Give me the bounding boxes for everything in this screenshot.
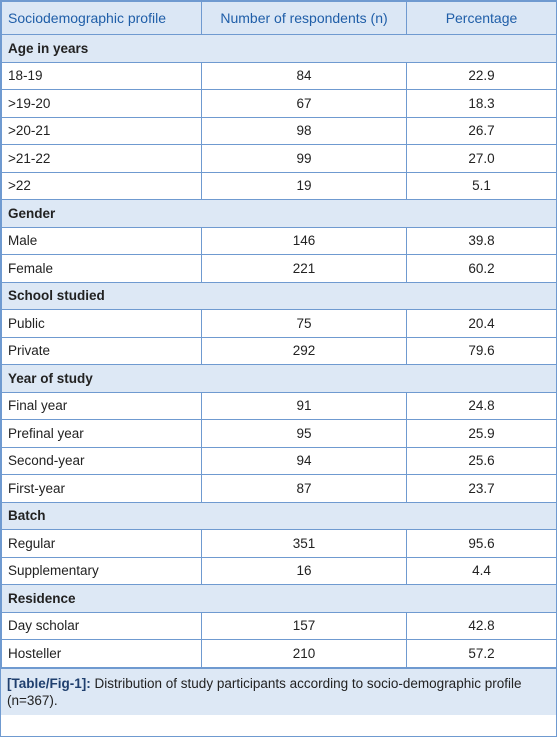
column-header: Percentage xyxy=(406,1,557,35)
cell: 146 xyxy=(201,226,407,255)
row-label: Female xyxy=(1,254,202,283)
table-body: Age in years 18-19 84 22.9 >19-20 67 18.3 >20-2… xyxy=(1,34,557,668)
column-header: Number of respondents (n) xyxy=(201,1,407,35)
row-label: >20-21 xyxy=(1,116,202,145)
row-label: Second-year xyxy=(1,446,202,475)
row-label: Prefinal year xyxy=(1,419,202,448)
section-title: Gender xyxy=(1,199,557,228)
cell: 94 xyxy=(201,446,407,475)
column-header: Sociodemographic profile xyxy=(1,1,202,35)
cell: 19 xyxy=(201,171,407,200)
section-row: Age in years xyxy=(1,34,557,63)
row-label: Final year xyxy=(1,391,202,420)
cell: 79.6 xyxy=(406,336,557,365)
row-label: First-year xyxy=(1,474,202,503)
row-label: Regular xyxy=(1,529,202,558)
section-row: Gender xyxy=(1,199,557,228)
cell: 27.0 xyxy=(406,144,557,173)
cell: 26.7 xyxy=(406,116,557,145)
cell: 57.2 xyxy=(406,639,557,668)
cell: 157 xyxy=(201,611,407,640)
row-label: Hosteller xyxy=(1,639,202,668)
cell: 292 xyxy=(201,336,407,365)
row-label: Male xyxy=(1,226,202,255)
cell: 16 xyxy=(201,556,407,585)
data-row: Hosteller 210 57.2 xyxy=(1,639,557,668)
cell: 60.2 xyxy=(406,254,557,283)
section-title: Age in years xyxy=(1,34,557,63)
row-label: Private xyxy=(1,336,202,365)
cell: 91 xyxy=(201,391,407,420)
data-row: Day scholar 157 42.8 xyxy=(1,611,557,640)
table: Sociodemographic profile Number of respo… xyxy=(1,1,557,668)
cell: 99 xyxy=(201,144,407,173)
caption-text: Distribution of study participants accor… xyxy=(7,675,522,708)
data-row: >19-20 67 18.3 xyxy=(1,89,557,118)
cell: 87 xyxy=(201,474,407,503)
row-label: Day scholar xyxy=(1,611,202,640)
data-row: >22 19 5.1 xyxy=(1,171,557,200)
data-row: Private 292 79.6 xyxy=(1,336,557,365)
section-row: Year of study xyxy=(1,364,557,393)
data-row: Prefinal year 95 25.9 xyxy=(1,419,557,448)
section-row: School studied xyxy=(1,281,557,310)
cell: 4.4 xyxy=(406,556,557,585)
data-row: Female 221 60.2 xyxy=(1,254,557,283)
data-row: Male 146 39.8 xyxy=(1,226,557,255)
section-row: Residence xyxy=(1,584,557,613)
section-title: Residence xyxy=(1,584,557,613)
data-row: >20-21 98 26.7 xyxy=(1,116,557,145)
data-row: 18-19 84 22.9 xyxy=(1,61,557,90)
row-label: 18-19 xyxy=(1,61,202,90)
cell: 39.8 xyxy=(406,226,557,255)
cell: 221 xyxy=(201,254,407,283)
cell: 25.9 xyxy=(406,419,557,448)
cell: 351 xyxy=(201,529,407,558)
row-label: >19-20 xyxy=(1,89,202,118)
cell: 24.8 xyxy=(406,391,557,420)
row-label: >21-22 xyxy=(1,144,202,173)
cell: 5.1 xyxy=(406,171,557,200)
data-row: Regular 351 95.6 xyxy=(1,529,557,558)
cell: 67 xyxy=(201,89,407,118)
cell: 20.4 xyxy=(406,309,557,338)
cell: 75 xyxy=(201,309,407,338)
data-row: Final year 91 24.8 xyxy=(1,391,557,420)
row-label: >22 xyxy=(1,171,202,200)
cell: 98 xyxy=(201,116,407,145)
section-title: Year of study xyxy=(1,364,557,393)
row-label: Supplementary xyxy=(1,556,202,585)
caption-label: [Table/Fig-1]: xyxy=(7,675,91,691)
cell: 22.9 xyxy=(406,61,557,90)
header-row: Sociodemographic profile Number of respo… xyxy=(1,1,557,35)
cell: 84 xyxy=(201,61,407,90)
data-row: Supplementary 16 4.4 xyxy=(1,556,557,585)
cell: 18.3 xyxy=(406,89,557,118)
row-label: Public xyxy=(1,309,202,338)
data-row: First-year 87 23.7 xyxy=(1,474,557,503)
cell: 23.7 xyxy=(406,474,557,503)
caption: [Table/Fig-1]: Distribution of study par… xyxy=(1,667,556,715)
cell: 25.6 xyxy=(406,446,557,475)
cell: 95 xyxy=(201,419,407,448)
section-row: Batch xyxy=(1,501,557,530)
cell: 95.6 xyxy=(406,529,557,558)
data-row: >21-22 99 27.0 xyxy=(1,144,557,173)
data-row: Second-year 94 25.6 xyxy=(1,446,557,475)
cell: 210 xyxy=(201,639,407,668)
section-title: School studied xyxy=(1,281,557,310)
section-title: Batch xyxy=(1,501,557,530)
cell: 42.8 xyxy=(406,611,557,640)
data-row: Public 75 20.4 xyxy=(1,309,557,338)
